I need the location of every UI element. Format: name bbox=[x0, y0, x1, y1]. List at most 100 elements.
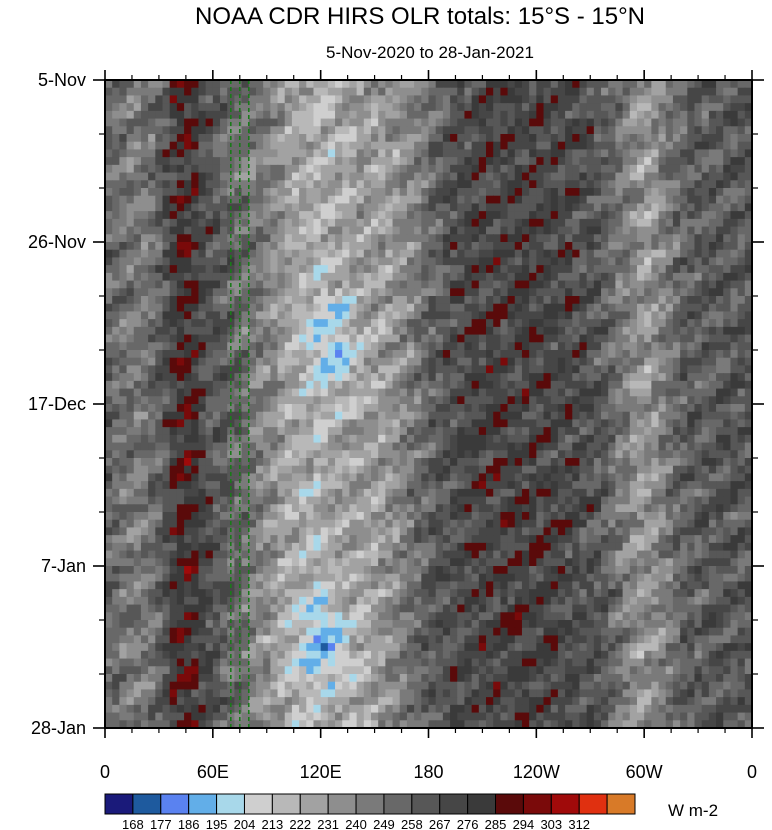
heatmap-cell bbox=[105, 103, 113, 112]
heatmap-cell bbox=[291, 272, 300, 282]
heatmap-cell bbox=[349, 172, 358, 181]
heatmap-cell bbox=[421, 296, 430, 305]
heatmap-cell bbox=[220, 434, 228, 444]
heatmap-cell bbox=[306, 458, 315, 467]
heatmap-cell bbox=[191, 157, 200, 166]
heatmap-cell bbox=[155, 203, 164, 212]
heatmap-cell bbox=[414, 180, 422, 189]
heatmap-cell bbox=[349, 458, 358, 467]
heatmap-cell bbox=[155, 481, 164, 490]
heatmap-cell bbox=[140, 118, 149, 127]
heatmap-cell bbox=[493, 95, 501, 104]
heatmap-cell bbox=[241, 434, 250, 444]
heatmap-cell bbox=[716, 434, 724, 444]
heatmap-cell bbox=[457, 442, 466, 451]
heatmap-cell bbox=[579, 488, 588, 498]
heatmap-cell bbox=[701, 157, 710, 166]
heatmap-cell bbox=[565, 110, 573, 120]
heatmap-cell bbox=[176, 134, 185, 143]
heatmap-cell bbox=[385, 365, 394, 374]
heatmap-cell bbox=[234, 164, 243, 174]
heatmap-cell bbox=[608, 488, 617, 498]
heatmap-cell bbox=[658, 303, 667, 313]
heatmap-cell bbox=[615, 188, 624, 197]
heatmap-cell bbox=[572, 481, 581, 490]
heatmap-cell bbox=[421, 350, 430, 359]
heatmap-cell bbox=[363, 188, 372, 197]
heatmap-cell bbox=[270, 234, 279, 243]
heatmap-cell bbox=[687, 80, 696, 89]
heatmap-cell bbox=[191, 296, 200, 305]
heatmap-cell bbox=[421, 218, 430, 228]
heatmap-cell bbox=[644, 342, 652, 351]
heatmap-cell bbox=[392, 249, 401, 259]
heatmap-cell bbox=[687, 272, 696, 282]
heatmap-cell bbox=[493, 272, 501, 282]
heatmap-cell bbox=[550, 481, 559, 490]
heatmap-cell bbox=[672, 481, 681, 490]
heatmap-cell bbox=[356, 149, 365, 158]
heatmap-cell bbox=[270, 118, 279, 127]
heatmap-cell bbox=[565, 211, 573, 220]
heatmap-cell bbox=[457, 303, 466, 313]
heatmap-cell bbox=[471, 195, 480, 205]
heatmap-cell bbox=[450, 80, 458, 89]
heatmap-cell bbox=[529, 334, 537, 343]
heatmap-cell bbox=[514, 488, 523, 498]
heatmap-cell bbox=[593, 157, 602, 166]
heatmap-cell bbox=[119, 164, 128, 174]
heatmap-cell bbox=[622, 118, 631, 127]
heatmap-cell bbox=[672, 80, 681, 89]
heatmap-cell bbox=[471, 465, 480, 475]
heatmap-cell bbox=[507, 103, 516, 112]
heatmap-cell bbox=[730, 195, 739, 205]
heatmap-cell bbox=[306, 326, 315, 336]
heatmap-cell bbox=[593, 80, 602, 89]
heatmap-cell bbox=[327, 149, 336, 158]
heatmap-cell bbox=[565, 396, 573, 405]
heatmap-cell bbox=[155, 450, 164, 459]
heatmap-cell bbox=[378, 218, 386, 228]
heatmap-cell bbox=[255, 110, 264, 120]
heatmap-cell bbox=[414, 110, 422, 120]
heatmap-cell bbox=[112, 242, 120, 251]
heatmap-cell bbox=[565, 496, 573, 505]
heatmap-cell bbox=[601, 242, 609, 251]
heatmap-cell bbox=[356, 442, 365, 451]
heatmap-cell bbox=[608, 95, 617, 104]
heatmap-cell bbox=[313, 249, 322, 259]
heatmap-cell bbox=[493, 365, 501, 374]
heatmap-cell bbox=[557, 373, 566, 382]
heatmap-cell bbox=[320, 365, 329, 374]
heatmap-cell bbox=[248, 458, 257, 467]
heatmap-cell bbox=[615, 427, 624, 436]
heatmap-cell bbox=[406, 334, 415, 343]
heatmap-cell bbox=[708, 218, 717, 228]
heatmap-cell bbox=[744, 242, 753, 251]
heatmap-cell bbox=[140, 473, 149, 482]
heatmap-cell bbox=[313, 265, 322, 274]
heatmap-cell bbox=[579, 303, 588, 313]
heatmap-cell bbox=[205, 365, 214, 374]
heatmap-cell bbox=[543, 481, 552, 490]
heatmap-cell bbox=[277, 95, 286, 104]
heatmap-cell bbox=[184, 257, 192, 266]
heatmap-cell bbox=[680, 496, 688, 505]
heatmap-cell bbox=[737, 357, 746, 367]
heatmap-cell bbox=[155, 242, 164, 251]
heatmap-cell bbox=[644, 218, 652, 228]
heatmap-cell bbox=[450, 458, 458, 467]
heatmap-cell bbox=[220, 357, 228, 367]
heatmap-cell bbox=[363, 303, 372, 313]
heatmap-cell bbox=[694, 350, 703, 359]
heatmap-cell bbox=[435, 157, 444, 166]
heatmap-cell bbox=[471, 203, 480, 212]
heatmap-cell bbox=[119, 226, 128, 235]
heatmap-cell bbox=[507, 373, 516, 382]
heatmap-cell bbox=[428, 265, 437, 274]
heatmap-cell bbox=[212, 473, 221, 482]
heatmap-cell bbox=[255, 172, 264, 181]
heatmap-cell bbox=[140, 242, 149, 251]
heatmap-cell bbox=[500, 350, 509, 359]
heatmap-cell bbox=[335, 303, 343, 313]
